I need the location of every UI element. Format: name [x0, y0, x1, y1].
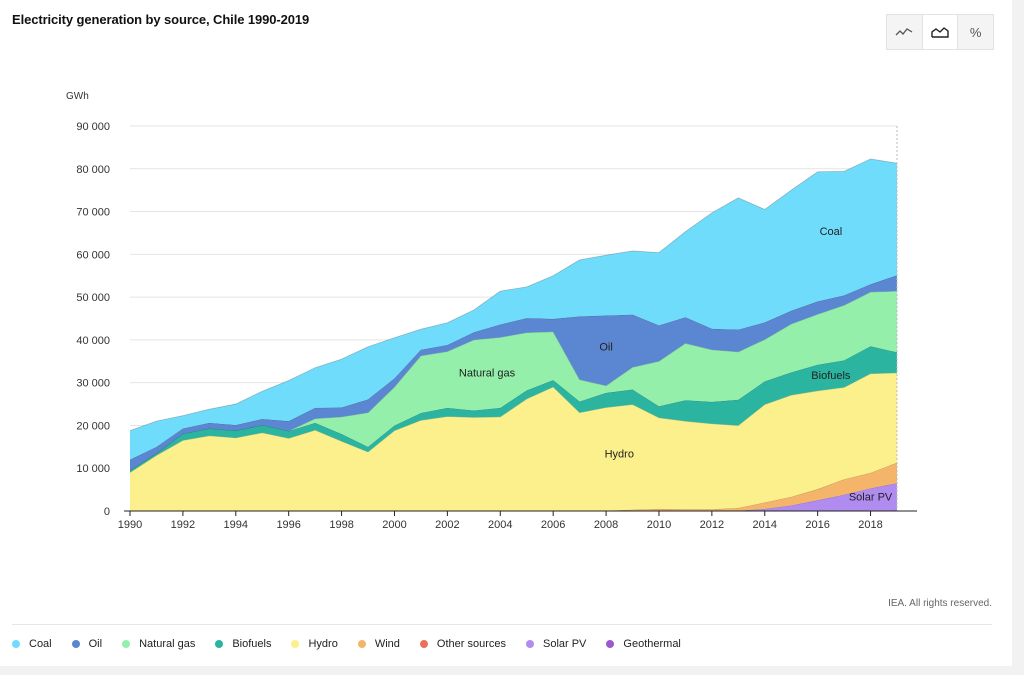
legend-item-hydro[interactable]: Hydro	[291, 638, 338, 650]
x-tick-label: 2008	[594, 519, 618, 531]
y-tick-label: 80 000	[76, 164, 110, 176]
legend-swatch	[215, 640, 224, 648]
x-tick-label: 2002	[435, 519, 459, 531]
legend: Coal Oil Natural gas Biofuels Hydro Wind Other…	[12, 638, 701, 650]
legend-item-other-sources[interactable]: Other sources	[419, 638, 506, 650]
y-tick-label: 90 000	[76, 121, 110, 133]
legend-label: Coal	[29, 638, 52, 650]
legend-item-wind[interactable]: Wind	[357, 638, 400, 650]
line-view-button[interactable]	[887, 15, 922, 49]
area-natural-gas	[130, 291, 897, 471]
legend-item-coal[interactable]: Coal	[12, 638, 52, 650]
area-chart-icon	[931, 27, 949, 38]
series-annotation: Hydro	[605, 449, 634, 461]
legend-label: Geothermal	[623, 638, 681, 650]
y-tick-label: 50 000	[76, 292, 110, 304]
legend-item-natural-gas[interactable]: Natural gas	[122, 638, 195, 650]
boundary-coal	[129, 158, 898, 431]
legend-swatch	[12, 640, 20, 648]
x-tick-label: 2004	[488, 519, 512, 531]
legend-swatch	[291, 640, 300, 648]
series-annotation: Natural gas	[459, 367, 516, 379]
x-tick-label: 1990	[118, 519, 142, 531]
legend-swatch	[71, 640, 80, 648]
legend-swatch	[606, 640, 615, 648]
legend-swatch	[525, 640, 534, 648]
x-tick-label: 1998	[329, 519, 353, 531]
x-tick-label: 2018	[858, 519, 882, 531]
area-view-button[interactable]	[921, 15, 958, 49]
x-tick-label: 1994	[224, 519, 248, 531]
legend-label: Hydro	[308, 638, 338, 650]
y-tick-label: 60 000	[76, 249, 110, 261]
y-tick-label: 40 000	[76, 335, 110, 347]
area-solar-pv	[130, 483, 897, 511]
legend-item-solar-pv[interactable]: Solar PV	[525, 638, 587, 650]
legend-label: Other sources	[436, 638, 506, 650]
x-tick-label: 1996	[276, 519, 300, 531]
x-tick-label: 2000	[382, 519, 406, 531]
chart-title: Electricity generation by source, Chile …	[12, 12, 310, 27]
series-annotation: Coal	[820, 226, 843, 238]
y-axis-unit: GWh	[66, 91, 89, 102]
legend-swatch	[357, 640, 366, 648]
x-tick-label: 1992	[171, 519, 195, 531]
legend-label: Wind	[374, 638, 400, 650]
x-tick-label: 2016	[805, 519, 829, 531]
view-toggle-group: %	[886, 14, 994, 50]
legend-label: Biofuels	[232, 638, 272, 650]
line-chart-icon	[895, 28, 913, 36]
legend-swatch	[122, 640, 131, 648]
x-tick-label: 2012	[700, 519, 724, 531]
legend-item-biofuels[interactable]: Biofuels	[215, 638, 271, 650]
area-biofuels	[130, 346, 897, 473]
area-hydro	[130, 372, 897, 511]
series-annotation: Solar PV	[849, 492, 893, 504]
legend-item-oil[interactable]: Oil	[71, 638, 103, 650]
copyright-note: IEA. All rights reserved.	[888, 598, 992, 609]
area-coal	[130, 158, 897, 460]
legend-label: Natural gas	[139, 638, 196, 650]
y-tick-label: 70 000	[76, 207, 110, 219]
chart-panel: Electricity generation by source, Chile …	[0, 0, 1012, 666]
legend-label: Oil	[88, 638, 103, 650]
y-tick-label: 10 000	[76, 463, 110, 475]
legend-item-geothermal[interactable]: Geothermal	[606, 638, 681, 650]
x-tick-label: 2010	[647, 519, 671, 531]
series-annotation: Oil	[599, 342, 612, 354]
x-tick-label: 2014	[753, 519, 777, 531]
legend-divider	[12, 624, 992, 625]
legend-label: Solar PV	[542, 638, 587, 650]
y-tick-label: 20 000	[76, 420, 110, 432]
y-tick-label: 0	[104, 506, 110, 518]
series-annotation: Biofuels	[811, 370, 851, 382]
y-tick-label: 30 000	[76, 378, 110, 390]
stacked-area-chart: 0 10 000 20 000 30 000 40 000 50 000 60 000 70 …	[66, 91, 917, 531]
x-tick-label: 2006	[541, 519, 565, 531]
percent-view-button[interactable]: %	[957, 15, 993, 49]
legend-swatch	[419, 640, 428, 648]
